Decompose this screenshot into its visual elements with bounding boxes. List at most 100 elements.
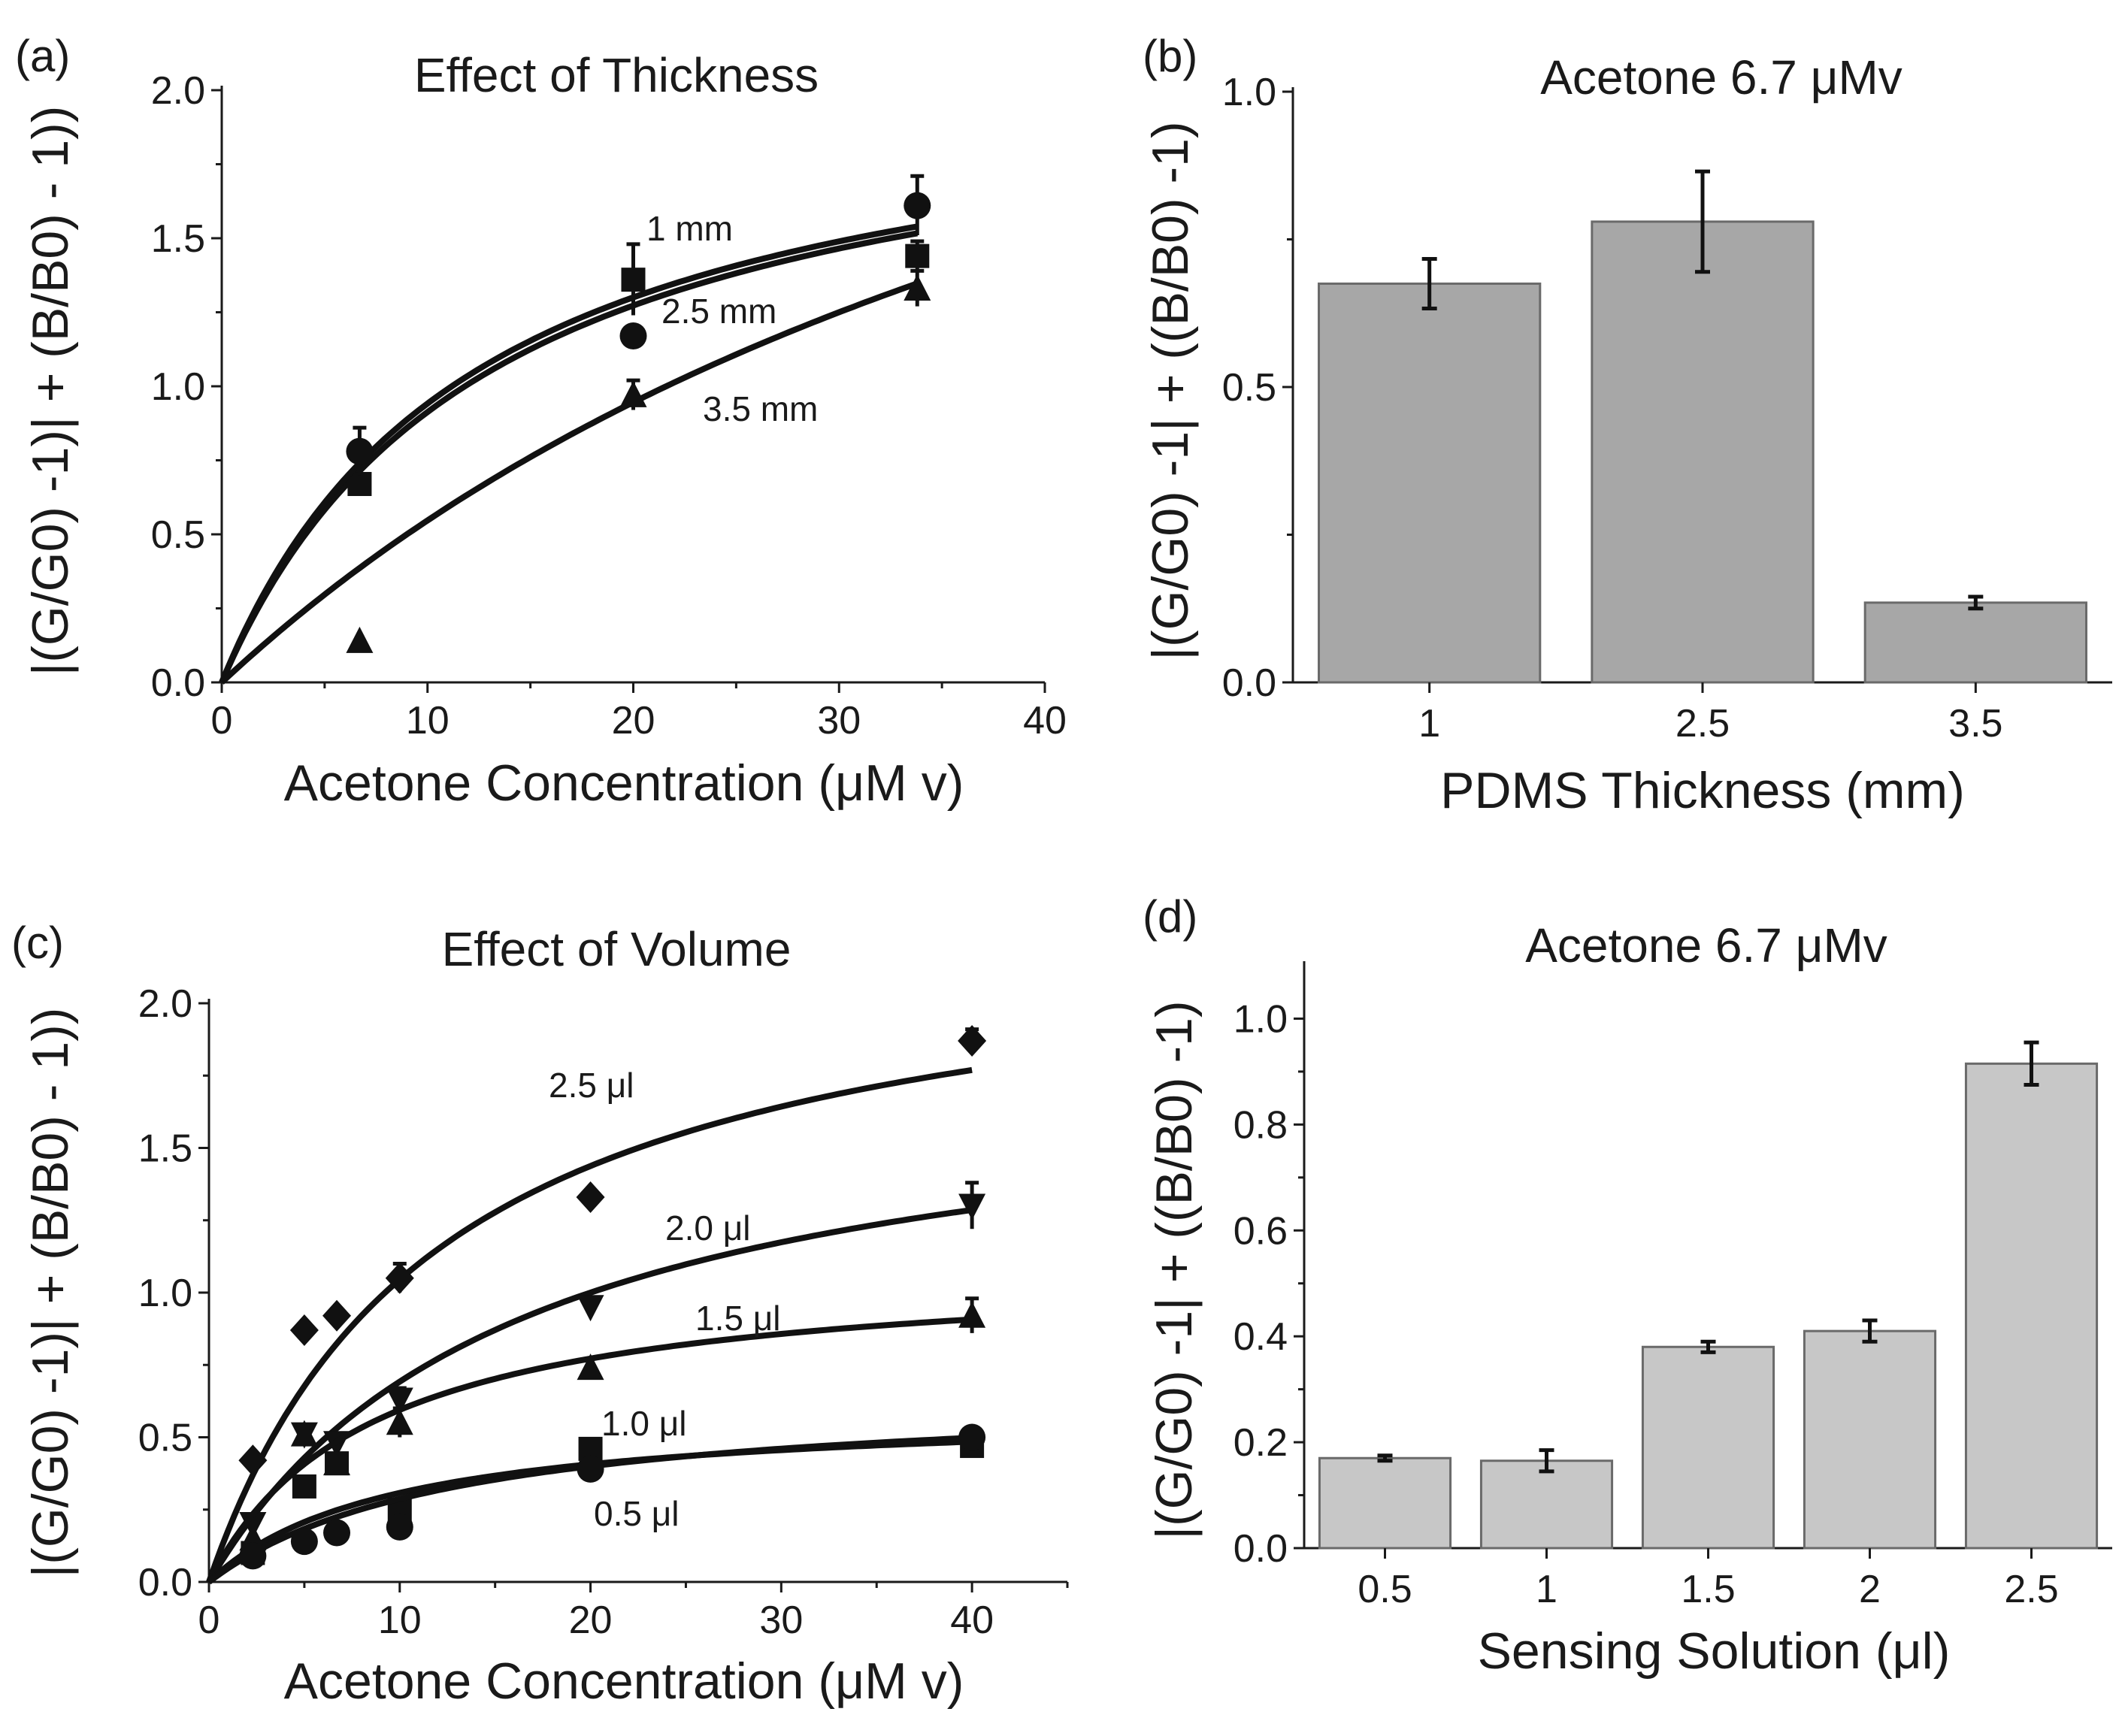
y-tick-label: 0.6: [1234, 1209, 1288, 1253]
bar: [1803, 1329, 1937, 1550]
data-point: [905, 243, 930, 268]
x-tick-label: 10: [378, 1598, 422, 1642]
y-tick-label: 0.8: [1234, 1103, 1288, 1147]
data-point: [621, 268, 646, 292]
x-axis-label: PDMS Thickness (mm): [1440, 762, 1965, 819]
y-tick-label: 2.0: [138, 982, 192, 1026]
data-point: [290, 1420, 318, 1447]
fit-line-2.5l: [206, 1066, 973, 1583]
x-tick-label: 2: [1859, 1568, 1881, 1611]
bar: [1863, 601, 2087, 684]
series-label: 2.5 μl: [549, 1066, 634, 1105]
x-tick-label: 2.5: [2004, 1568, 2058, 1611]
series-label: 2.0 μl: [665, 1208, 750, 1248]
y-tick-label: 0.0: [1234, 1527, 1288, 1571]
y-tick-label: 0.4: [1234, 1315, 1288, 1359]
series-label: 0.5 μl: [594, 1494, 679, 1533]
fit-line-3.5mm: [219, 280, 919, 685]
y-axis-label: |(G/G0) -1)| + (B/B0) - 1)): [22, 106, 79, 676]
x-tick-label: 20: [612, 699, 655, 742]
data-point: [290, 1528, 318, 1556]
x-tick-label: 3.5: [1948, 702, 2002, 746]
panel-b: 0.0 0.5 1.0 1 2.5 3.5 (b) Acetone 6.7 μMv PDMS T…: [1142, 31, 2112, 819]
bar: [1479, 1459, 1614, 1550]
x-tick-label: 0: [198, 1598, 220, 1642]
bar: [1591, 220, 1815, 684]
fit-line-2.5mm: [219, 223, 918, 684]
bar: [1318, 1456, 1452, 1550]
bar: [1964, 1062, 2099, 1550]
x-tick-label: 40: [1023, 699, 1067, 742]
bar: [1641, 1345, 1775, 1550]
y-tick-label: 0.0: [138, 1561, 192, 1604]
data-point: [346, 626, 374, 653]
x-tick-label: 0.5: [1358, 1568, 1412, 1611]
data-point: [347, 472, 372, 497]
panel-a: 0.0 0.5 1.0 1.5 2.0 0 10 20 30 40 (a) Effect of Thi…: [15, 31, 1067, 812]
y-axis-label: |(G/G0) -1| + ((B/B0) -1): [1142, 121, 1199, 660]
chart-title: Acetone 6.7 μMv: [1540, 50, 1902, 104]
panel-label: (a): [15, 31, 70, 81]
x-tick-label: 0: [211, 699, 233, 742]
y-tick-label: 0.5: [151, 513, 205, 557]
chart-title: Effect of Thickness: [414, 48, 819, 102]
x-tick-label: 40: [950, 1598, 994, 1642]
data-point: [346, 437, 374, 465]
data-point: [239, 1542, 267, 1570]
data-point: [904, 274, 931, 301]
data-point: [619, 322, 647, 350]
y-tick-label: 1.0: [138, 1272, 192, 1315]
x-tick-label: 1: [1536, 1568, 1557, 1611]
y-tick-label: 1.5: [151, 217, 205, 261]
data-point: [577, 1455, 604, 1483]
chart-title: Effect of Volume: [442, 922, 792, 976]
panel-label: (c): [11, 918, 64, 968]
panel-label: (d): [1143, 891, 1197, 942]
data-point: [958, 1025, 987, 1057]
data-point: [325, 1451, 350, 1476]
x-tick-label: 10: [406, 699, 450, 742]
fit-line-2.0l: [206, 1207, 973, 1584]
y-tick-label: 1.0: [151, 365, 205, 409]
data-point: [576, 1181, 605, 1213]
series-label: 1.5 μl: [695, 1299, 780, 1338]
data-point: [386, 1387, 413, 1414]
panel-label: (b): [1143, 31, 1197, 81]
series-label: 1.0 μl: [601, 1404, 686, 1443]
data-point: [958, 1301, 986, 1328]
data-point: [577, 1295, 604, 1322]
data-point: [289, 1314, 319, 1347]
x-axis-label: Sensing Solution (μl): [1478, 1623, 1951, 1680]
data-point: [386, 1408, 413, 1435]
data-point: [958, 1423, 986, 1451]
series-label: 3.5 mm: [703, 389, 818, 428]
fit-line-1mm: [219, 230, 919, 684]
data-point: [292, 1474, 316, 1499]
x-axis-label: Acetone Concentration (μM v): [284, 755, 964, 812]
y-tick-label: 2.0: [151, 69, 205, 113]
y-axis-label: |(G/G0) -1)| + (B/B0) - 1)): [22, 1008, 79, 1578]
data-point: [577, 1353, 604, 1381]
panel-d: 0.0 0.2 0.4 0.6 0.8 1.0 0.5 1 1.5 2 2.5 (d) Acetone …: [1143, 891, 2112, 1680]
panel-c: 0.0 0.5 1.0 1.5 2.0 0 10 20 30 40 (c) Effect of Vol…: [11, 918, 1069, 1710]
y-tick-label: 0.5: [1222, 366, 1276, 410]
x-tick-label: 30: [817, 699, 861, 742]
data-point: [958, 1193, 986, 1220]
chart-title: Acetone 6.7 μMv: [1525, 918, 1887, 972]
data-point: [238, 1444, 268, 1477]
y-axis-label: |(G/G0) -1| + ((B/B0) -1): [1146, 1000, 1203, 1539]
data-point: [322, 1299, 352, 1332]
y-tick-label: 1.0: [1222, 71, 1276, 114]
y-tick-label: 0.0: [1222, 661, 1276, 705]
y-tick-label: 0.2: [1234, 1421, 1288, 1465]
y-tick-label: 1.0: [1234, 997, 1288, 1041]
bar: [1318, 282, 1542, 684]
x-tick-label: 1.5: [1681, 1568, 1735, 1611]
series-label: 2.5 mm: [661, 292, 776, 331]
data-point: [323, 1519, 351, 1547]
series-label: 1 mm: [646, 209, 733, 248]
x-tick-label: 30: [759, 1598, 803, 1642]
x-tick-label: 1: [1418, 702, 1440, 746]
data-point: [385, 1262, 414, 1294]
x-tick-label: 2.5: [1675, 702, 1730, 746]
